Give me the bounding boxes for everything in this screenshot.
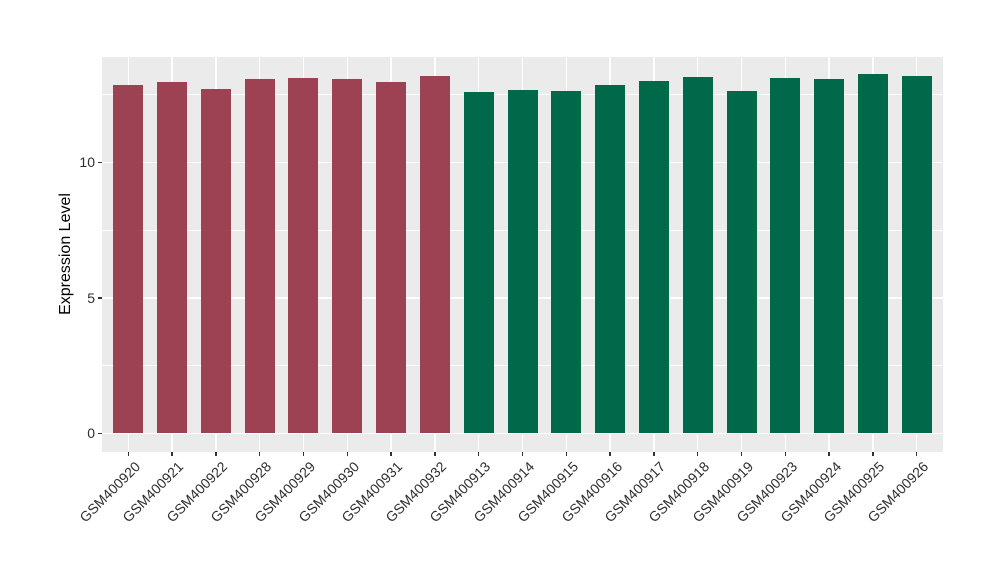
y-axis-title: Expression Level — [57, 193, 74, 315]
bar-GSM400919 — [726, 90, 757, 434]
y-tick-label: 10 — [79, 154, 95, 171]
bar-GSM400922 — [200, 88, 231, 434]
bar-GSM400918 — [682, 76, 713, 434]
bar-GSM400928 — [244, 79, 275, 434]
bar-GSM400916 — [595, 85, 626, 434]
bar-GSM400924 — [814, 78, 845, 434]
plot-panel — [102, 57, 943, 452]
x-axis-tick — [740, 452, 743, 456]
x-axis-tick — [302, 452, 305, 456]
x-axis-tick — [653, 452, 655, 456]
bar-GSM400915 — [551, 90, 582, 434]
y-tick-label: 5 — [87, 289, 95, 306]
y-tick-label: 0 — [87, 425, 95, 442]
x-axis-tick — [565, 452, 568, 456]
x-axis-tick — [872, 452, 874, 456]
x-axis-tick — [521, 452, 524, 456]
x-axis-tick — [127, 452, 130, 456]
bar-GSM400930 — [332, 79, 363, 434]
x-axis-tick — [696, 452, 699, 456]
bar-GSM400920 — [113, 85, 144, 434]
bar-GSM400932 — [419, 76, 450, 434]
bar-GSM400923 — [770, 78, 801, 434]
x-axis-tick — [171, 452, 173, 456]
y-axis-tick — [98, 161, 102, 164]
x-axis-tick — [346, 452, 349, 456]
y-axis-tick — [98, 432, 102, 435]
x-axis-tick — [258, 452, 261, 456]
bar-GSM400914 — [507, 89, 538, 434]
bar-GSM400929 — [288, 78, 319, 434]
x-axis-tick — [477, 452, 480, 456]
x-axis-tick — [609, 452, 611, 456]
x-axis-tick — [828, 452, 830, 456]
bar-GSM400913 — [463, 91, 494, 434]
x-axis-tick — [390, 452, 392, 456]
y-axis-tick — [98, 297, 102, 299]
bar-GSM400931 — [376, 82, 407, 434]
x-axis-tick — [215, 452, 217, 456]
bar-GSM400925 — [857, 74, 888, 434]
bar-GSM400921 — [157, 82, 188, 434]
x-axis-tick — [434, 452, 436, 456]
bar-GSM400917 — [638, 81, 669, 434]
x-axis-tick — [784, 452, 787, 456]
x-axis-tick — [915, 452, 918, 456]
bar-GSM400926 — [901, 76, 932, 434]
